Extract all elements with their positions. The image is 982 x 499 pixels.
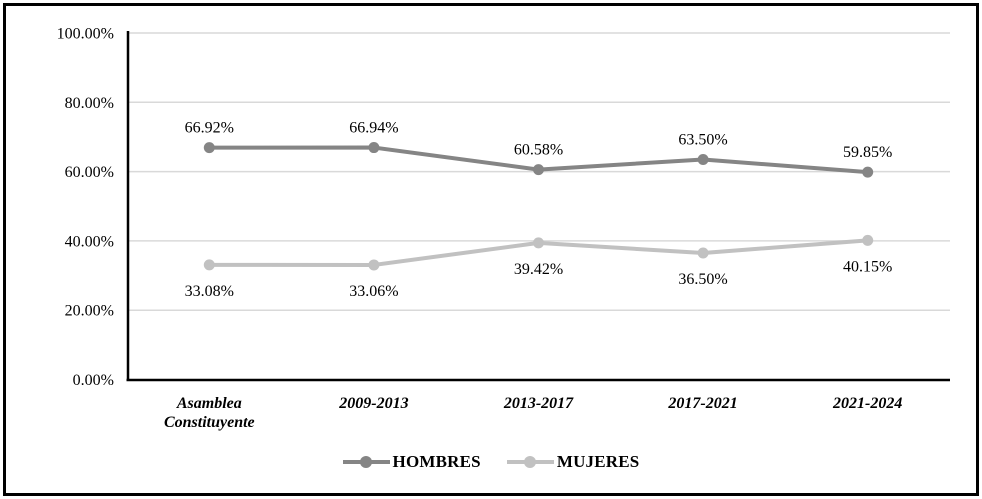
category-label-1: 2009-2013	[338, 395, 408, 412]
y-tick-label: 60.00%	[65, 164, 114, 181]
legend-item-mujeres: MUJERES	[506, 452, 640, 472]
data-label-hombres-4: 59.85%	[843, 144, 892, 161]
data-label-hombres-2: 60.58%	[514, 142, 563, 159]
data-point-mujeres-4	[862, 234, 874, 246]
category-label-3: 2017-2021	[667, 395, 737, 412]
y-tick-label: 0.00%	[73, 372, 114, 389]
data-label-mujeres-4: 40.15%	[843, 258, 892, 275]
data-label-mujeres-0: 33.08%	[185, 283, 234, 300]
chart-legend: HOMBRES MUJERES	[0, 452, 982, 472]
data-point-mujeres-0	[203, 259, 215, 271]
data-label-mujeres-3: 36.50%	[678, 271, 727, 288]
data-point-mujeres-1	[368, 259, 380, 271]
data-point-hombres-0	[203, 142, 215, 154]
legend-label-mujeres: MUJERES	[556, 452, 640, 471]
y-tick-label: 20.00%	[65, 303, 114, 320]
legend-label-hombres: HOMBRES	[392, 452, 481, 471]
legend-dot-icon	[524, 456, 537, 468]
data-point-mujeres-2	[533, 237, 544, 249]
legend-line-marker-mujeres	[506, 456, 554, 468]
category-label-4: 2021-2024	[832, 395, 902, 412]
y-tick-label: 100.00%	[57, 26, 114, 43]
category-label-0: Asamblea Constituyente	[164, 395, 255, 431]
category-label-2: 2013-2017	[503, 395, 574, 412]
data-point-hombres-4	[862, 166, 874, 178]
data-label-mujeres-1: 33.06%	[349, 283, 398, 300]
legend-dot-icon	[360, 456, 373, 468]
data-point-hombres-1	[368, 142, 380, 154]
data-label-hombres-0: 66.92%	[185, 120, 234, 137]
legend-line-marker-hombres	[342, 456, 390, 468]
y-tick-label: 80.00%	[65, 95, 114, 112]
data-label-hombres-1: 66.94%	[349, 120, 398, 137]
data-point-hombres-3	[697, 153, 709, 165]
data-point-hombres-2	[533, 164, 544, 176]
data-label-mujeres-2: 39.42%	[514, 261, 563, 278]
data-label-hombres-3: 63.50%	[678, 131, 727, 148]
data-point-mujeres-3	[697, 247, 709, 259]
legend-item-hombres: HOMBRES	[342, 452, 481, 472]
y-tick-label: 40.00%	[65, 233, 114, 250]
